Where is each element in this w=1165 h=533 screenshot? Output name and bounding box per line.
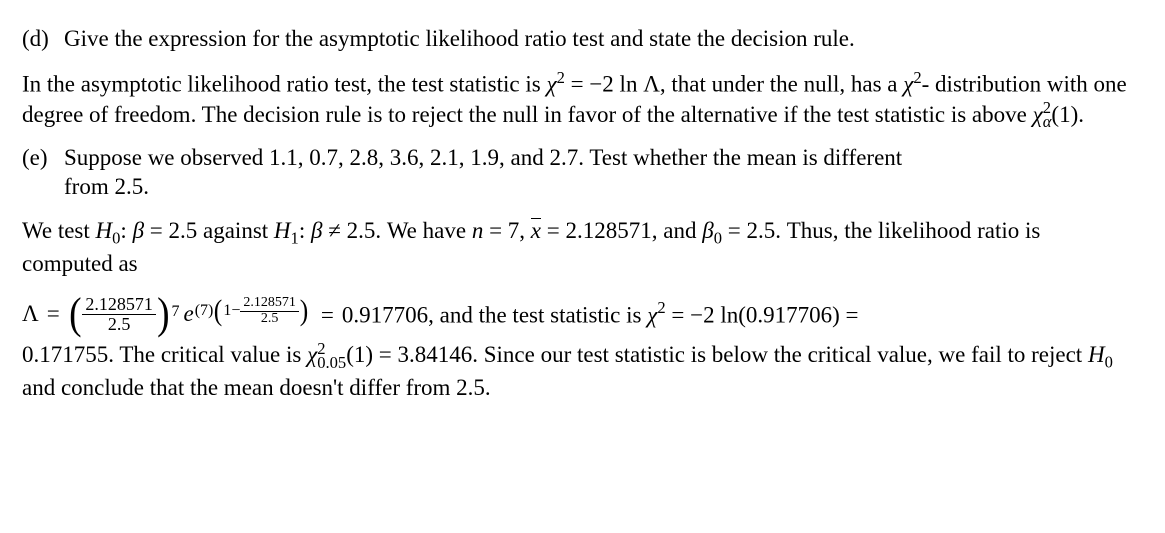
df: (1) — [346, 342, 373, 367]
part-d-question: (d) Give the expression for the asymptot… — [22, 24, 1133, 53]
part-e-text-l2: from 2.5. — [64, 172, 1133, 201]
part-e-p1: We test H0: β = 2.5 against H1: β ≠ 2.5.… — [22, 216, 1133, 278]
chi-sq: χ — [903, 72, 913, 97]
lambda-val2: 0.917706 — [746, 303, 832, 328]
text: We test — [22, 218, 96, 243]
part-e-question: (e) Suppose we observed 1.1, 0.7, 2.8, 3… — [22, 143, 1133, 172]
text: : — [299, 218, 311, 243]
part-d-label: (d) — [22, 24, 64, 53]
text: = — [722, 218, 746, 243]
text: = — [373, 342, 397, 367]
text: = — [144, 218, 168, 243]
val: 2.5 — [746, 218, 775, 243]
exp-n: (7) — [195, 301, 214, 321]
part-d-answer: In the asymptotic likelihood ratio test,… — [22, 67, 1133, 129]
lambda-val: 0.917706 — [342, 303, 428, 328]
text: = — [483, 218, 507, 243]
text: . The critical value is — [108, 342, 307, 367]
lambda: Λ — [22, 299, 39, 328]
text: = — [541, 218, 565, 243]
chi-crit: χ — [1033, 102, 1043, 127]
text: , that under the null, has a — [660, 72, 903, 97]
frac-xbar-over-b0: 2.128571 2.5 — [82, 295, 156, 334]
den: 2.5 — [240, 312, 299, 327]
text: , and the test statistic is — [428, 303, 647, 328]
val: 2.128571 — [566, 218, 652, 243]
text: against — [197, 218, 274, 243]
text: , and — [652, 218, 702, 243]
val: 7 — [508, 218, 520, 243]
val: 2.5 — [347, 218, 376, 243]
sub-005: 0.05 — [317, 356, 346, 369]
chi-sq-eq: χ — [546, 72, 556, 97]
part-e-equation: Λ = ( 2.128571 2.5 ) 7 e (7) ( 1− 2.1285… — [22, 292, 1133, 402]
text: ≠ — [322, 218, 346, 243]
val: 2.5 — [169, 218, 198, 243]
text: and conclude that the mean doesn't diffe… — [22, 375, 491, 400]
n: n — [472, 218, 484, 243]
part-d-text: Give the expression for the asymptotic l… — [64, 24, 855, 53]
one: 1 — [223, 301, 231, 321]
text: . Since our test statistic is below the … — [472, 342, 1088, 367]
frac-exp: 2.128571 2.5 — [240, 296, 299, 326]
text: In the asymptotic likelihood ratio test,… — [22, 72, 546, 97]
text: (1). — [1051, 102, 1084, 127]
num: 2.128571 — [82, 295, 156, 315]
part-e-conclusion: 0.171755. The critical value is χ20.05(1… — [22, 340, 1133, 402]
exponent: (7) ( 1− 2.128571 2.5 ) — [195, 296, 309, 326]
part-e-text-l1: Suppose we observed 1.1, 0.7, 2.8, 3.6, … — [64, 143, 902, 172]
beta: β — [133, 218, 144, 243]
stat-val: 0.171755 — [22, 342, 108, 367]
den: 2.5 — [82, 315, 156, 334]
power-7: 7 — [171, 302, 179, 322]
num: 2.128571 — [240, 296, 299, 312]
text: . We have — [375, 218, 472, 243]
text: : — [120, 218, 132, 243]
beta: β — [311, 218, 322, 243]
part-e-label: (e) — [22, 143, 64, 172]
crit-val: 3.84146 — [398, 342, 473, 367]
